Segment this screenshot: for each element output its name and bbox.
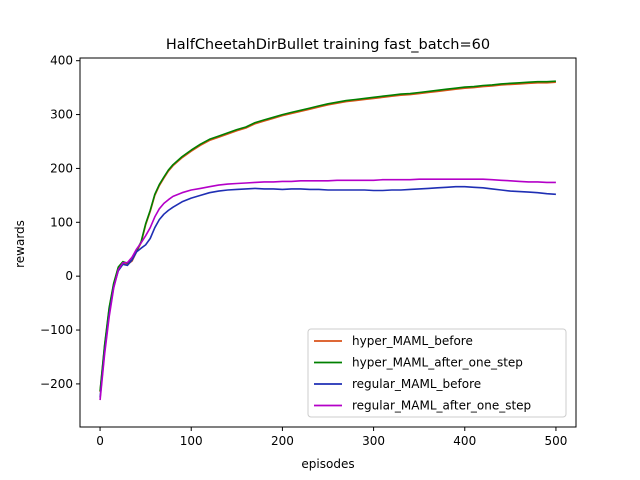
legend-entry: regular_MAML_after_one_step [352,399,531,413]
x-axis-label: episodes [301,457,354,471]
y-tick-label: 100 [50,215,73,229]
axes-frame [79,57,577,428]
legend-entry: regular_MAML_before [352,377,481,391]
y-tick-label: 400 [50,54,73,68]
y-axis-label: rewards [13,220,27,268]
y-tick-label: 300 [50,108,73,122]
y-tick-label: 200 [50,161,73,175]
y-tick-label: 0 [65,269,73,283]
series-line-hyper-MAML-after-one-step [99,80,556,391]
series-line-regular-MAML-after-one-step [99,178,556,401]
chart-title: HalfCheetahDirBullet training fast_batch… [166,37,490,53]
x-tick-label: 300 [362,434,385,448]
x-tick-label: 200 [271,434,294,448]
legend-box [307,328,567,418]
x-tick-label: 400 [453,434,476,448]
legend: hyper_MAML_before hyper_MAML_after_one_st… [307,328,567,418]
legend-entry: hyper_MAML_after_one_step [352,356,523,370]
x-tick-label: 100 [180,434,203,448]
series-group [99,80,556,401]
y-tick-label: −100 [40,323,73,337]
x-tick-label: 500 [544,434,567,448]
x-tick-label: 0 [96,434,104,448]
series-line-regular-MAML-before [99,185,556,398]
plot-area: 0 100 200 300 400 500 −200 −100 0 100 200 300 400 [40,54,577,448]
y-tick-label: −200 [40,377,73,391]
legend-entry: hyper_MAML_before [352,334,473,348]
